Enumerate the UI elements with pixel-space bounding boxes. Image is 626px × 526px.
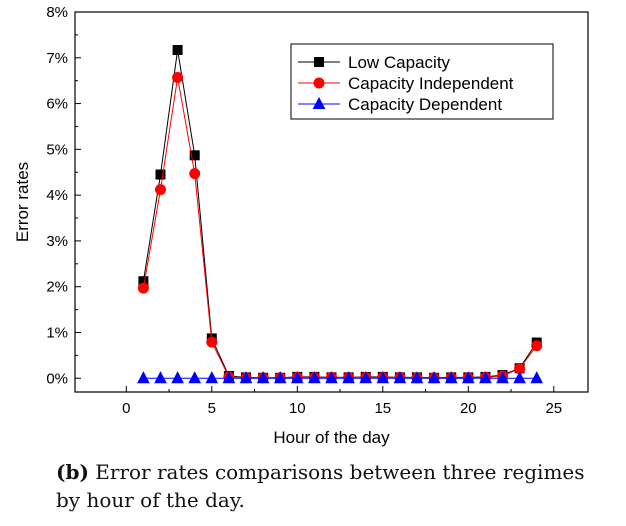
data-point-capacity-dependent bbox=[342, 371, 355, 384]
x-tick-label: 25 bbox=[545, 400, 562, 417]
y-tick-label: 1% bbox=[46, 324, 68, 341]
x-tick-label: 0 bbox=[122, 400, 130, 417]
data-point-capacity-independent bbox=[189, 168, 201, 180]
y-axis-label: Error rates bbox=[13, 162, 32, 242]
data-point-capacity-independent bbox=[206, 336, 218, 348]
y-tick-label: 7% bbox=[46, 50, 68, 67]
legend-box bbox=[290, 43, 554, 120]
data-point-capacity-dependent bbox=[427, 371, 441, 384]
data-point-capacity-independent bbox=[531, 340, 543, 352]
legend-marker-capacity-dependent bbox=[312, 96, 326, 109]
data-point-capacity-dependent bbox=[376, 371, 390, 384]
caption-tag: (b) bbox=[56, 460, 89, 484]
data-point-capacity-dependent bbox=[410, 371, 424, 384]
y-tick-label: 2% bbox=[46, 279, 68, 296]
legend-label-low-capacity: Low Capacity bbox=[348, 53, 451, 72]
x-tick-label: 20 bbox=[460, 400, 477, 417]
data-point-capacity-dependent bbox=[154, 371, 167, 384]
data-point-capacity-dependent bbox=[205, 371, 219, 384]
series-layer bbox=[137, 45, 544, 384]
y-tick-label: 4% bbox=[46, 187, 68, 204]
series-capacity-dependent bbox=[137, 371, 544, 384]
x-tick-label: 15 bbox=[374, 400, 391, 417]
data-point-capacity-dependent bbox=[273, 371, 287, 384]
data-point-capacity-dependent bbox=[513, 371, 526, 384]
data-point-capacity-dependent bbox=[308, 371, 321, 384]
y-tick-label: 5% bbox=[46, 141, 68, 158]
data-point-capacity-dependent bbox=[359, 371, 373, 384]
x-tick-label: 10 bbox=[289, 400, 306, 417]
y-axis-ticks: 0% 1% 2% 3% 4% 5% 6% 7% 8% bbox=[46, 4, 81, 387]
legend-label-capacity-dependent: Capacity Dependent bbox=[348, 95, 502, 114]
plot-frame bbox=[74, 11, 589, 393]
y-tick-label: 6% bbox=[46, 96, 68, 113]
data-point-capacity-dependent bbox=[530, 371, 544, 384]
data-point-capacity-independent bbox=[172, 71, 184, 83]
data-point-capacity-dependent bbox=[239, 371, 253, 384]
legend-marker-capacity-independent bbox=[313, 77, 325, 89]
figure-caption: (b) Error rates comparisons between thre… bbox=[56, 458, 596, 514]
y-tick-label: 3% bbox=[46, 233, 68, 250]
legend: Low Capacity Capacity Independent Capacity… bbox=[290, 43, 554, 120]
data-point-capacity-dependent bbox=[171, 371, 184, 384]
data-point-capacity-dependent bbox=[393, 371, 407, 384]
series-line-capacity-independent bbox=[142, 77, 538, 379]
data-point-low-capacity bbox=[189, 150, 200, 161]
data-point-capacity-dependent bbox=[444, 371, 458, 384]
caption-text: Error rates comparisons between three re… bbox=[56, 460, 585, 512]
legend-label-capacity-independent: Capacity Independent bbox=[348, 74, 514, 93]
data-point-capacity-dependent bbox=[496, 371, 509, 384]
x-axis-ticks: 0 5 10 15 20 25 bbox=[122, 386, 562, 417]
data-point-capacity-dependent bbox=[222, 371, 236, 384]
x-tick-label: 5 bbox=[208, 400, 216, 417]
data-point-capacity-independent bbox=[155, 184, 166, 196]
data-point-capacity-dependent bbox=[325, 371, 338, 384]
x-axis-label: Hour of the day bbox=[273, 428, 390, 447]
data-point-low-capacity bbox=[155, 169, 166, 180]
data-point-capacity-dependent bbox=[290, 371, 304, 384]
data-point-low-capacity bbox=[172, 45, 183, 55]
data-point-capacity-independent bbox=[137, 282, 149, 294]
data-point-capacity-dependent bbox=[137, 371, 150, 384]
y-tick-label: 0% bbox=[46, 370, 68, 387]
y-tick-label: 8% bbox=[46, 4, 68, 21]
data-point-capacity-dependent bbox=[461, 371, 475, 384]
data-point-capacity-dependent bbox=[188, 371, 202, 384]
data-point-capacity-dependent bbox=[479, 371, 492, 384]
error-rates-chart: 0 5 10 15 20 25 0% 1% 2% 3% 4% 5% 6% 7% 8% Hour of th… bbox=[13, 4, 589, 447]
legend-marker-low-capacity bbox=[314, 57, 324, 67]
data-point-capacity-dependent bbox=[256, 371, 270, 384]
